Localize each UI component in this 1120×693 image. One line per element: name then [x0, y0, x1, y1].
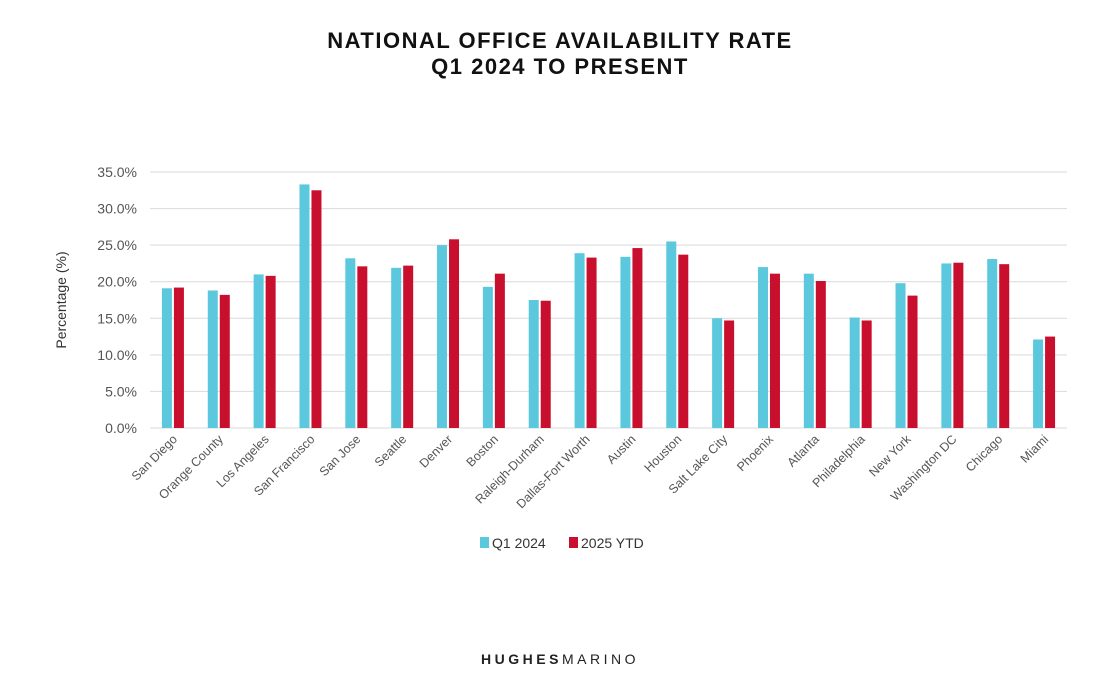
bar-q1-2024	[528, 300, 539, 428]
y-tick-label: 15.0%	[97, 310, 137, 326]
chart-subtitle: Q1 2024 TO PRESENT	[431, 54, 689, 79]
bar-q1-2024	[299, 184, 310, 428]
bar-q1-2024	[849, 317, 860, 428]
y-tick-label: 20.0%	[97, 274, 137, 290]
brand-name-light: MARINO	[561, 651, 639, 667]
y-tick-label: 0.0%	[105, 420, 137, 436]
bar-2025-ytd	[1045, 336, 1056, 428]
bar-q1-2024	[757, 267, 768, 428]
bar-q1-2024	[391, 267, 402, 428]
y-tick-label: 30.0%	[97, 201, 137, 217]
bar-2025-ytd	[311, 190, 322, 428]
x-tick-label: Austin	[604, 432, 638, 466]
bar-2025-ytd	[953, 262, 964, 428]
x-tick-label: Miami	[1018, 432, 1051, 465]
bar-2025-ytd	[861, 320, 872, 428]
bar-q1-2024	[161, 288, 172, 428]
bar-q1-2024	[345, 258, 356, 428]
x-tick-label: Seattle	[372, 432, 409, 469]
legend-swatch	[569, 537, 578, 548]
bar-2025-ytd	[265, 275, 276, 428]
legend-label: Q1 2024	[492, 535, 546, 551]
bar-q1-2024	[253, 274, 264, 428]
bar-2025-ytd	[678, 254, 689, 428]
bar-2025-ytd	[494, 273, 505, 428]
bar-q1-2024	[987, 259, 998, 428]
bar-2025-ytd	[173, 287, 184, 428]
bar-2025-ytd	[540, 300, 551, 428]
bar-q1-2024	[1033, 339, 1044, 428]
bar-q1-2024	[574, 253, 585, 428]
brand-logo: HUGHESMARINO	[0, 651, 1120, 667]
bar-2025-ytd	[769, 273, 780, 428]
bar-2025-ytd	[632, 248, 643, 428]
bar-2025-ytd	[403, 265, 414, 428]
x-tick-label: Denver	[417, 432, 455, 470]
x-tick-label: San Jose	[317, 432, 364, 479]
bar-2025-ytd	[586, 257, 597, 428]
y-tick-label: 25.0%	[97, 237, 137, 253]
x-tick-label: Chicago	[963, 432, 1005, 474]
legend-label: 2025 YTD	[581, 535, 644, 551]
chart-title: NATIONAL OFFICE AVAILABILITY RATE	[327, 28, 793, 53]
bar-q1-2024	[941, 263, 952, 428]
bar-2025-ytd	[907, 295, 918, 428]
y-tick-label: 10.0%	[97, 347, 137, 363]
bar-q1-2024	[803, 273, 814, 428]
y-tick-label: 5.0%	[105, 383, 137, 399]
bar-q1-2024	[207, 290, 218, 428]
bar-2025-ytd	[815, 280, 826, 428]
x-tick-label: Phoenix	[734, 432, 776, 474]
bar-q1-2024	[895, 283, 906, 428]
bar-q1-2024	[437, 245, 448, 428]
x-tick-label: New York	[866, 432, 914, 480]
bar-q1-2024	[666, 241, 677, 428]
bar-q1-2024	[620, 256, 631, 428]
y-tick-label: 35.0%	[97, 164, 137, 180]
bar-q1-2024	[482, 286, 493, 428]
bar-2025-ytd	[357, 266, 368, 428]
legend-swatch	[480, 537, 489, 548]
bar-2025-ytd	[219, 294, 230, 428]
brand-name-bold: HUGHES	[481, 651, 562, 667]
bar-2025-ytd	[999, 264, 1010, 428]
x-tick-label: Houston	[642, 432, 685, 475]
bar-2025-ytd	[449, 239, 460, 428]
y-axis-label: Percentage (%)	[53, 251, 69, 348]
x-tick-label: Atlanta	[785, 432, 822, 469]
bar-2025-ytd	[724, 320, 735, 428]
x-tick-label: Boston	[464, 432, 501, 469]
bar-q1-2024	[712, 318, 723, 428]
